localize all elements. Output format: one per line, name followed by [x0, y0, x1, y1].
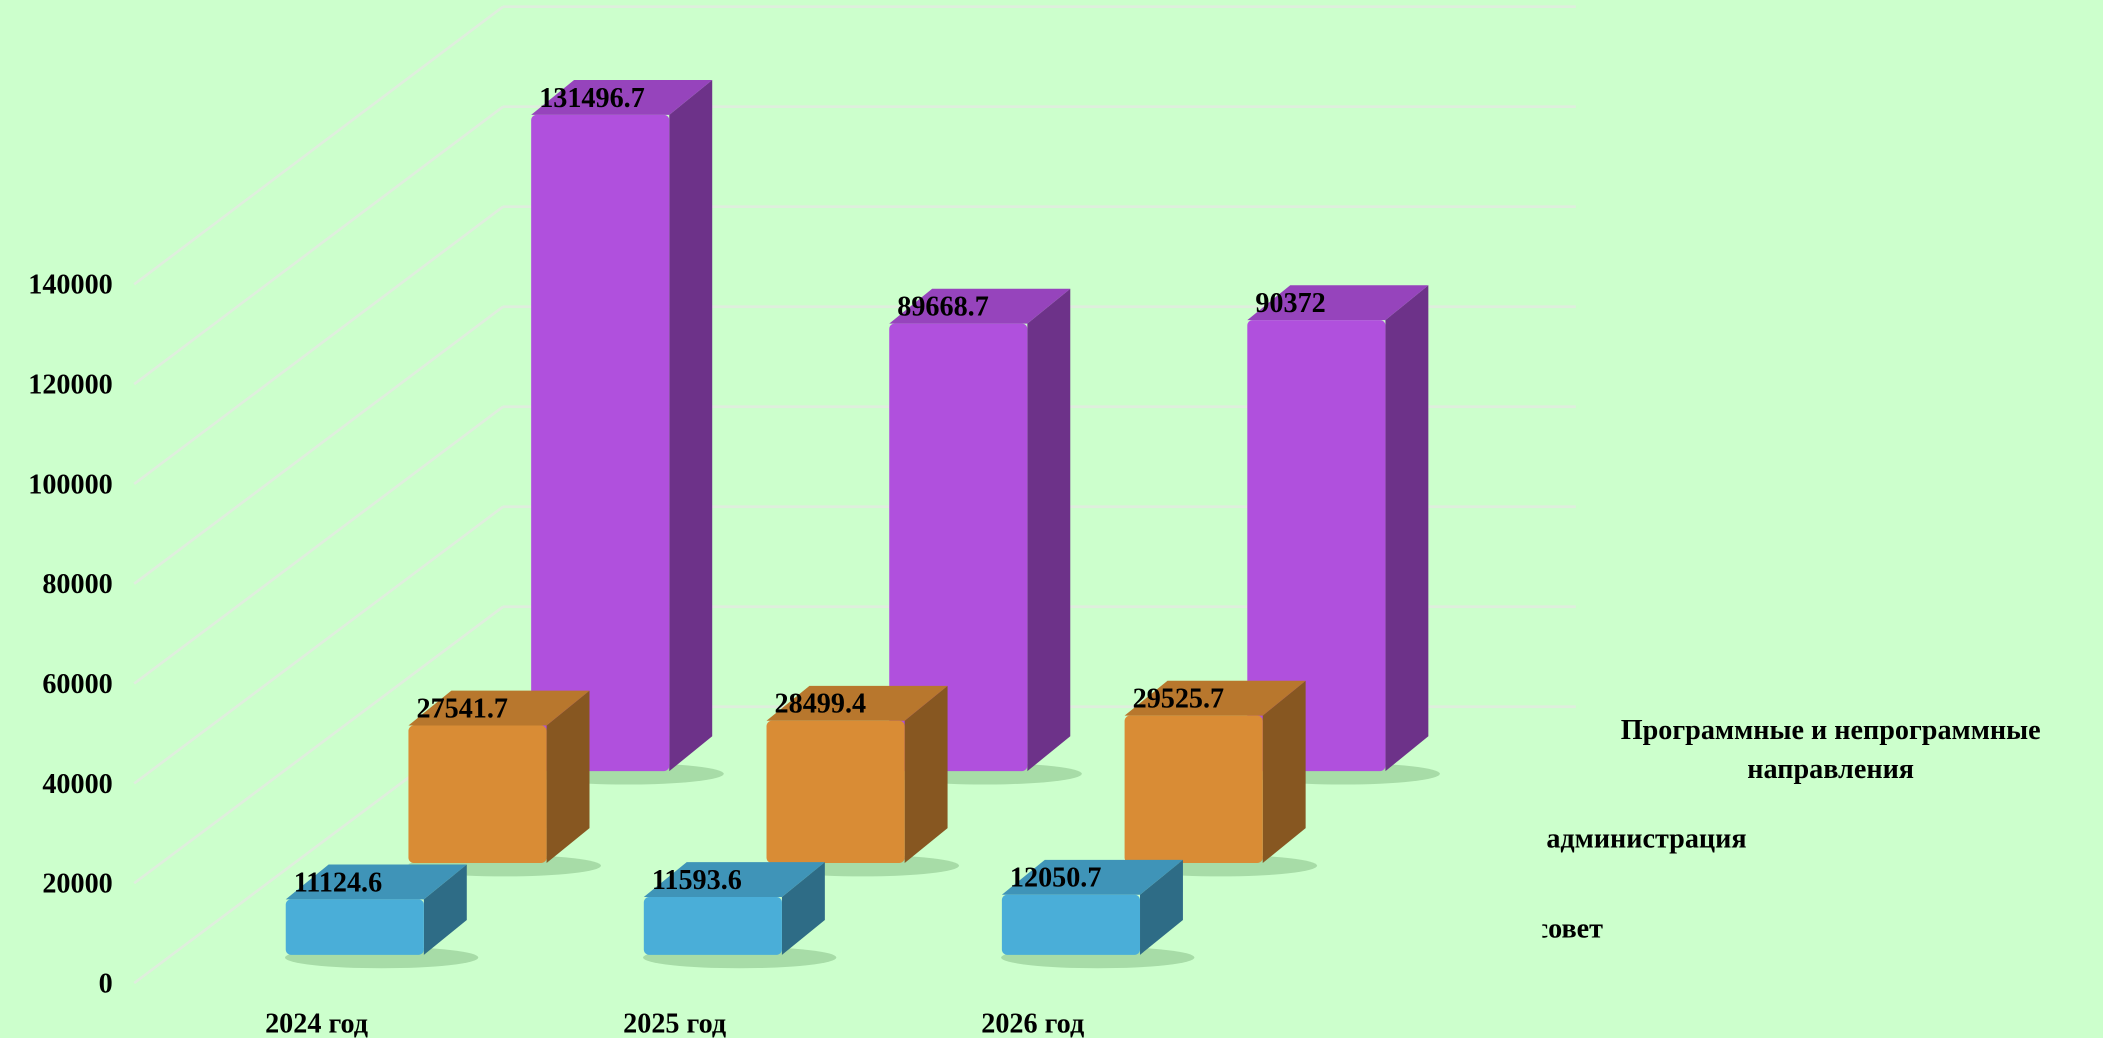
bar [531, 114, 670, 772]
grid-line [133, 105, 504, 386]
grid-line [133, 605, 504, 885]
bar-top [1247, 285, 1429, 321]
value-label: 131496.7 [539, 83, 645, 114]
bar-side [423, 864, 467, 955]
value-label: 89668.7 [897, 292, 989, 323]
bar-top [643, 862, 825, 897]
grid-line [133, 305, 504, 585]
y-tick-label: 100000 [28, 469, 112, 500]
bar-top [766, 685, 948, 721]
value-label: 90372 [1255, 288, 1325, 319]
y-tick-label: 60000 [42, 669, 112, 700]
grid-line [133, 505, 504, 785]
legend-entry: Программные и непрограммные направления [1620, 713, 2041, 785]
value-label: 11124.6 [294, 867, 382, 898]
bar [766, 720, 905, 863]
legend-label: Муниципальный совет [1542, 911, 1604, 945]
bar [408, 725, 547, 863]
value-label: 27541.7 [416, 693, 508, 724]
bar-top [408, 690, 590, 726]
bar-side [1262, 680, 1306, 863]
bar [643, 896, 782, 955]
y-tick-label: 140000 [28, 270, 112, 301]
bar [285, 899, 424, 955]
bar [1001, 894, 1141, 955]
bar-top [1124, 680, 1306, 716]
legend-entry: Муниципальный совет [1542, 911, 1604, 945]
bar [889, 323, 1028, 772]
value-label: 11593.6 [652, 865, 742, 896]
grid-line [133, 405, 504, 685]
value-label: 28499.4 [775, 689, 867, 720]
legend-label: Программные и непрограммные направления [1620, 713, 2041, 785]
y-tick-label: 80000 [42, 569, 112, 600]
bar-side [781, 862, 825, 955]
legend-entry: Местная администрация [1542, 822, 1747, 855]
y-tick-label: 0 [99, 968, 113, 999]
bar-top [1001, 859, 1183, 895]
y-tick-label: 20000 [42, 869, 112, 900]
y-tick-label: 40000 [42, 769, 112, 800]
bar-side [904, 685, 948, 863]
x-tick-label: 2025 год [623, 1009, 726, 1038]
x-tick-label: 2026 год [981, 1009, 1084, 1038]
value-label: 12050.7 [1010, 863, 1102, 894]
bar [1247, 320, 1386, 772]
bar-side [669, 79, 713, 772]
y-tick-label: 120000 [28, 370, 112, 401]
bar [1124, 715, 1263, 863]
legend-label: Местная администрация [1542, 822, 1747, 855]
bar-top [889, 288, 1071, 324]
bar-top [285, 864, 467, 900]
bar-side [1140, 859, 1183, 955]
bar-side [1385, 285, 1429, 772]
bar-top [531, 79, 713, 115]
grid-line [133, 5, 504, 286]
grid-line [133, 205, 504, 486]
bar-side [546, 690, 590, 863]
x-tick-label: 2024 год [265, 1009, 368, 1038]
value-label: 29525.7 [1133, 684, 1225, 715]
bar-side [1027, 288, 1071, 772]
